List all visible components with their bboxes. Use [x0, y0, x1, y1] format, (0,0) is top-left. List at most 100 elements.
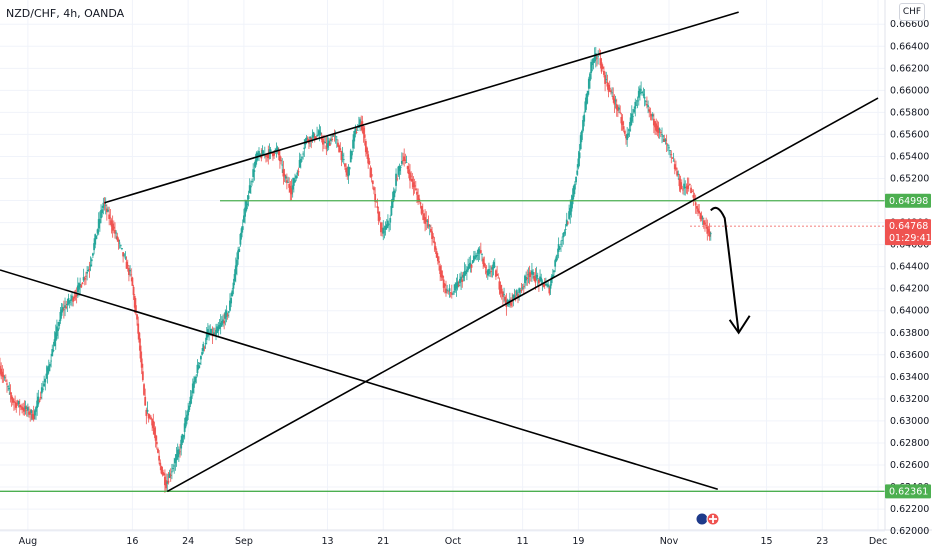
candle [544, 283, 547, 286]
candle [447, 290, 450, 292]
candle [179, 451, 181, 453]
candle [210, 328, 213, 334]
candle [370, 174, 373, 177]
candle [42, 388, 44, 390]
candle [384, 225, 387, 230]
arrow-path [710, 206, 740, 333]
candle [240, 228, 243, 238]
candle [198, 362, 201, 364]
candle [373, 187, 375, 191]
candle [212, 332, 215, 335]
currency-button[interactable]: CHF [899, 3, 925, 21]
candle [61, 307, 64, 311]
event-icons[interactable] [695, 512, 720, 526]
candle [289, 185, 292, 193]
candle [222, 319, 224, 323]
candle [39, 397, 42, 399]
candle [32, 414, 35, 420]
candle [226, 314, 229, 316]
candle [220, 321, 223, 325]
candle [532, 271, 534, 275]
y-tick-label: 0.62000 [890, 526, 929, 537]
candle [625, 135, 627, 139]
candle [479, 250, 482, 253]
candle [94, 234, 97, 245]
candle [563, 231, 566, 234]
candle [92, 253, 94, 256]
candle [511, 301, 514, 303]
candle [165, 480, 167, 489]
candle [412, 182, 415, 188]
candle [515, 290, 518, 296]
candle [455, 283, 458, 289]
x-tick-label: Aug [19, 536, 38, 547]
candle [110, 220, 113, 227]
candle [671, 157, 674, 159]
price-axis[interactable]: 0.66600 0.66400 0.66200 0.66000 0.65800 0.656… [890, 19, 929, 537]
candle [622, 126, 625, 130]
candle [195, 376, 198, 378]
candle [695, 206, 698, 209]
candle [404, 159, 407, 161]
candle [215, 329, 217, 335]
candle [662, 135, 665, 137]
y-tick-label: 0.66200 [890, 63, 929, 74]
candle [29, 412, 32, 415]
candle [209, 332, 212, 334]
candle [241, 226, 244, 230]
candle [535, 274, 538, 278]
candle [200, 356, 202, 360]
candle [606, 82, 609, 87]
candle [423, 213, 425, 220]
level-tag-resistance: 0.64998 [889, 196, 928, 207]
candle [470, 264, 473, 268]
candle [323, 141, 325, 142]
candle [52, 349, 55, 352]
nz-flag-icon[interactable] [695, 512, 709, 526]
candle [144, 397, 147, 406]
candle [612, 95, 615, 100]
candle [565, 219, 568, 227]
arrow-head [728, 315, 751, 335]
candle [457, 285, 460, 286]
y-tick-label: 0.66400 [890, 41, 929, 52]
candle [129, 269, 131, 272]
horizontal-levels [0, 200, 885, 492]
candle [126, 264, 129, 266]
candle [205, 333, 208, 341]
candle [44, 378, 47, 383]
candle [140, 358, 143, 368]
candle [636, 100, 639, 102]
candle [459, 278, 461, 284]
candle [491, 267, 494, 270]
candle [453, 291, 456, 293]
candle [114, 229, 116, 234]
candle [233, 273, 236, 282]
candle [112, 226, 115, 229]
candle [24, 406, 27, 410]
candle [93, 243, 95, 251]
candle [558, 247, 561, 249]
candle [366, 147, 368, 154]
candle [561, 240, 564, 241]
candle [601, 66, 604, 69]
candle [568, 211, 570, 219]
candle [482, 258, 485, 264]
candle [180, 439, 183, 449]
time-axis[interactable]: Aug 16 24 Sep 13 21 Oct 11 19 Nov 15 23 Dec [19, 536, 888, 547]
candle [305, 137, 308, 140]
candle [359, 119, 361, 126]
candle [627, 133, 630, 136]
candle [190, 395, 193, 399]
candle [9, 392, 12, 395]
candle [438, 261, 440, 263]
candle [119, 245, 122, 247]
candle [158, 455, 161, 461]
candle [555, 256, 558, 262]
candle [318, 130, 321, 135]
candle [18, 405, 21, 408]
candle [562, 233, 565, 238]
candle [578, 152, 581, 159]
candle [642, 93, 645, 96]
